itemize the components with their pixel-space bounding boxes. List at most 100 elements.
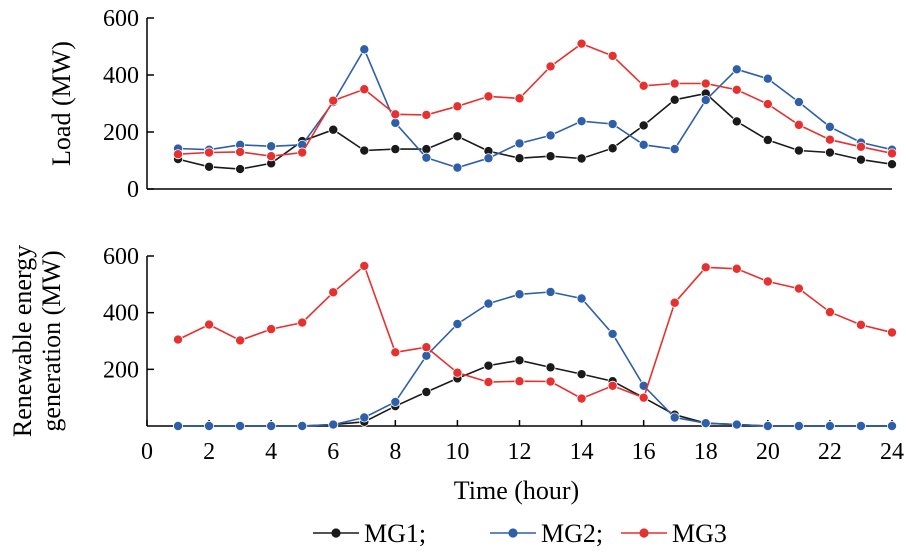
x-tick-label: 20 [756,439,780,465]
y-tick-label: 200 [103,357,139,383]
data-point-mg1 [514,355,525,366]
series-line-mg2 [177,47,893,169]
data-point-mg3 [514,376,525,387]
data-point-mg1 [514,153,525,164]
data-point-mg3 [452,367,463,378]
data-point-mg3 [545,61,556,72]
series-line-mg3 [177,264,893,400]
data-point-mg2 [235,420,246,431]
data-point-mg3 [793,283,804,294]
data-point-mg1 [887,159,898,170]
data-point-mg3 [514,93,525,104]
data-point-mg2 [700,418,711,429]
series-line-mg3 [177,42,893,158]
data-point-mg2 [514,138,525,149]
data-point-mg2 [669,144,680,155]
data-point-mg2 [824,121,835,132]
x-tick-label: 22 [818,439,842,465]
data-point-mg1 [452,131,463,142]
data-point-mg3 [204,147,215,158]
data-point-mg1 [359,145,370,156]
x-tick-label: 18 [694,439,718,465]
legend: MG1; MG2; MG3 [313,519,727,548]
data-point-mg2 [607,328,618,339]
data-point-mg3 [700,262,711,273]
data-point-mg2 [545,130,556,141]
series-mg2 [173,286,898,431]
y-tick-label: 400 [103,301,139,327]
data-point-mg3 [390,109,401,120]
data-point-mg1 [731,116,742,127]
series-mg3 [173,260,898,404]
data-point-mg3 [328,95,339,106]
y-axis-title-line: generation (MW) [37,250,66,431]
data-point-mg3 [235,146,246,157]
data-point-mg2 [762,73,773,84]
data-point-mg2 [762,420,773,431]
data-point-mg2 [638,139,649,150]
data-point-mg3 [669,78,680,89]
data-point-mg3 [887,327,898,338]
data-point-mg2 [576,293,587,304]
data-point-mg1 [855,154,866,165]
data-point-mg3 [576,38,587,49]
data-point-mg3 [359,260,370,271]
data-point-mg2 [452,162,463,173]
data-point-mg1 [576,153,587,164]
x-tick-label: 24 [880,439,904,465]
data-point-mg1 [545,362,556,373]
data-point-mg2 [359,412,370,423]
data-point-mg3 [173,149,184,160]
data-point-mg2 [266,420,277,431]
data-point-mg2 [483,153,494,164]
data-point-mg2 [359,44,370,55]
data-point-mg2 [421,350,432,361]
y-tick-label: 400 [103,63,139,89]
data-point-mg2 [793,420,804,431]
data-point-mg1 [576,369,587,380]
data-point-mg2 [266,141,277,152]
data-point-mg3 [824,307,835,318]
data-point-mg3 [700,78,711,89]
data-point-mg1 [483,360,494,371]
data-point-mg3 [762,99,773,110]
y-tick-label: 600 [103,244,139,270]
data-point-mg2 [793,97,804,108]
x-tick-label: 6 [327,439,339,465]
x-tick-label: 12 [508,439,532,465]
data-point-mg2 [700,95,711,106]
x-tick-label: 2 [203,439,215,465]
series-mg2 [173,44,898,173]
panel-1: 0 200 400 600 Load (MW) [47,6,898,203]
data-point-mg3 [731,263,742,274]
data-point-mg3 [235,335,246,346]
data-point-mg3 [607,50,618,61]
data-point-mg3 [390,347,401,358]
data-point-mg1 [762,134,773,145]
data-point-mg3 [173,334,184,345]
data-point-mg3 [669,297,680,308]
data-point-mg2 [576,116,587,127]
data-point-mg2 [731,64,742,75]
data-point-mg1 [638,120,649,131]
data-point-mg1 [793,145,804,156]
series-line-mg1 [177,92,893,170]
data-point-mg3 [421,109,432,120]
x-tick-label: 0 [141,439,153,465]
y-tick-label: 200 [103,120,139,146]
x-tick-label: 14 [570,439,594,465]
data-point-mg2 [483,298,494,309]
data-point-mg2 [452,318,463,329]
legend-marker [639,528,649,538]
data-point-mg2 [669,412,680,423]
legend-label: MG2; [541,519,603,548]
x-tick-label: 10 [445,439,469,465]
data-point-mg2 [173,420,184,431]
data-point-mg3 [793,119,804,130]
legend-label: MG3 [672,519,727,548]
data-point-mg3 [887,148,898,159]
data-point-mg2 [824,420,835,431]
